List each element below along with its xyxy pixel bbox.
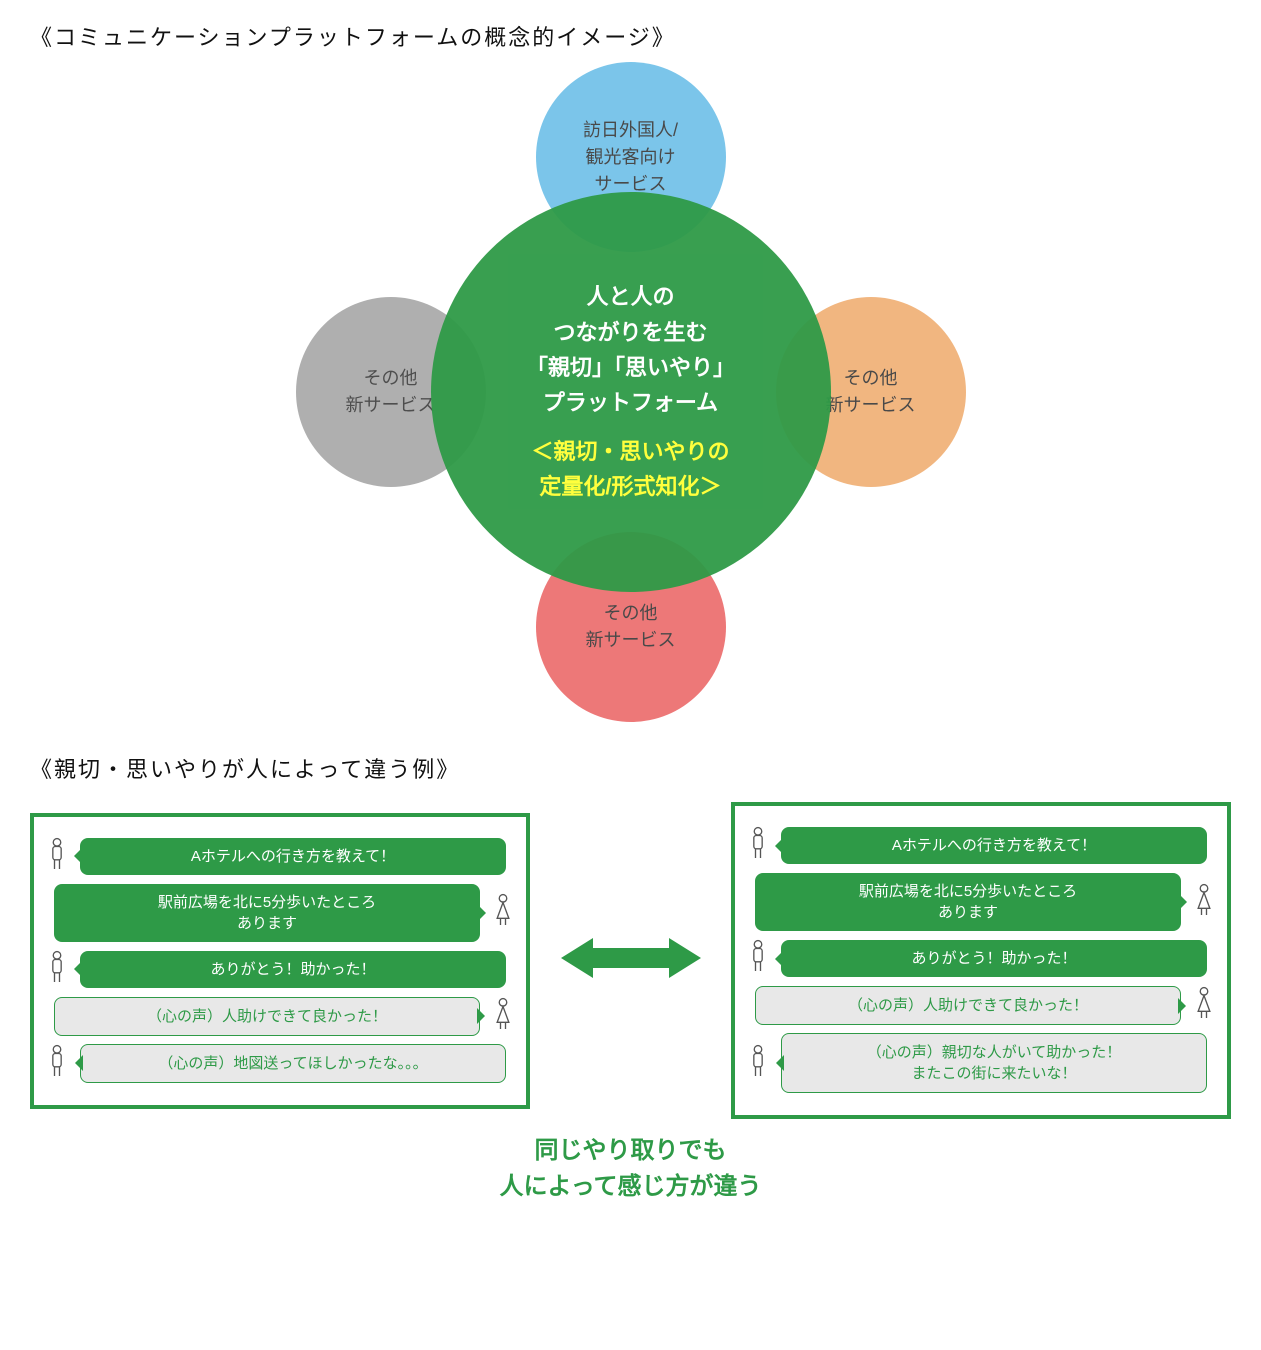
bubble-text-line: （心の声）地図送ってほしかったな。。。 bbox=[93, 1053, 493, 1074]
footer-caption: 同じやり取りでも人によって感じ方が違う bbox=[30, 1133, 1231, 1205]
satellite-label-line: 観光客向け bbox=[586, 144, 676, 171]
satellite-label-line: 訪日外国人/ bbox=[583, 117, 678, 144]
satellite-label-line: 新サービス bbox=[586, 627, 676, 654]
compare-arrow bbox=[561, 934, 701, 987]
chat-row: （心の声）地図送ってほしかったな。。。 bbox=[44, 1044, 516, 1083]
chat-row: ありがとう！助かった！ bbox=[44, 950, 516, 989]
person-woman-icon bbox=[1191, 986, 1217, 1025]
concept-venn-diagram: 訪日外国人/観光客向けサービスその他新サービスその他新サービスその他新サービス人… bbox=[231, 62, 1031, 742]
satellite-label-line: その他 bbox=[844, 365, 898, 392]
chat-row: Aホテルへの行き方を教えて！ bbox=[44, 837, 516, 876]
inner-voice-bubble: （心の声）人助けできて良かった！ bbox=[54, 997, 480, 1036]
bubble-text-line: Aホテルへの行き方を教えて！ bbox=[793, 835, 1195, 856]
section-heading-1: 《コミュニケーションプラットフォームの概念的イメージ》 bbox=[30, 20, 1231, 52]
chat-bubble: ありがとう！助かった！ bbox=[80, 951, 506, 988]
center-circle: 人と人のつながりを生む「親切」「思いやり」プラットフォーム ＜親切・思いやりの定量… bbox=[431, 192, 831, 592]
inner-voice-bubble: （心の声）地図送ってほしかったな。。。 bbox=[80, 1044, 506, 1083]
bubble-text-line: あります bbox=[66, 913, 468, 934]
chat-row: 駅前広場を北に5分歩いたところあります bbox=[44, 884, 516, 942]
center-label-line: プラットフォーム bbox=[543, 385, 718, 420]
bubble-text-line: またこの街に来たいな！ bbox=[794, 1063, 1194, 1084]
satellite-label-line: 新サービス bbox=[826, 392, 916, 419]
bubble-text-line: （心の声）親切な人がいて助かった！ bbox=[794, 1042, 1194, 1063]
chat-bubble: 駅前広場を北に5分歩いたところあります bbox=[54, 884, 480, 942]
bubble-text-line: Aホテルへの行き方を教えて！ bbox=[92, 846, 494, 867]
inner-voice-bubble: （心の声）人助けできて良かった！ bbox=[755, 986, 1181, 1025]
bubble-text-line: （心の声）人助けできて良かった！ bbox=[67, 1006, 467, 1027]
chat-row: （心の声）親切な人がいて助かった！またこの街に来たいな！ bbox=[745, 1033, 1217, 1093]
bubble-text-line: ありがとう！助かった！ bbox=[92, 959, 494, 980]
bubble-text-line: 駅前広場を北に5分歩いたところ bbox=[66, 892, 468, 913]
chat-bubble: 駅前広場を北に5分歩いたところあります bbox=[755, 873, 1181, 931]
chat-bubble: ありがとう！助かった！ bbox=[781, 940, 1207, 977]
footer-line: 人によって感じ方が違う bbox=[30, 1169, 1231, 1205]
chat-panel-right: Aホテルへの行き方を教えて！ 駅前広場を北に5分歩いたところありますありがとう！助… bbox=[731, 802, 1231, 1119]
chat-row: Aホテルへの行き方を教えて！ bbox=[745, 826, 1217, 865]
satellite-label-line: 新サービス bbox=[346, 392, 436, 419]
chat-panel-left: Aホテルへの行き方を教えて！ 駅前広場を北に5分歩いたところありますありがとう！助… bbox=[30, 813, 530, 1109]
bubble-text-line: （心の声）人助けできて良かった！ bbox=[768, 995, 1168, 1016]
center-label-line: つながりを生む bbox=[553, 315, 707, 350]
inner-voice-bubble: （心の声）親切な人がいて助かった！またこの街に来たいな！ bbox=[781, 1033, 1207, 1093]
bubble-text-line: 駅前広場を北に5分歩いたところ bbox=[767, 881, 1169, 902]
chat-row: （心の声）人助けできて良かった！ bbox=[745, 986, 1217, 1025]
bubble-text-line: あります bbox=[767, 902, 1169, 923]
satellite-label-line: その他 bbox=[364, 365, 418, 392]
bubble-text-line: ありがとう！助かった！ bbox=[793, 948, 1195, 969]
center-label-line: 人と人の bbox=[586, 279, 674, 314]
footer-line: 同じやり取りでも bbox=[30, 1133, 1231, 1169]
chat-bubble: Aホテルへの行き方を教えて！ bbox=[80, 838, 506, 875]
chat-row: 駅前広場を北に5分歩いたところあります bbox=[745, 873, 1217, 931]
chat-row: ありがとう！助かった！ bbox=[745, 939, 1217, 978]
center-label-line: 「親切」「思いやり」 bbox=[526, 350, 735, 385]
chat-comparison-row: Aホテルへの行き方を教えて！駅前広場を北に5分歩いたところありますありがとう！助… bbox=[30, 802, 1231, 1119]
chat-bubble: Aホテルへの行き方を教えて！ bbox=[781, 827, 1207, 864]
person-woman-icon bbox=[490, 997, 516, 1036]
center-sublabel: ＜親切・思いやりの定量化/形式知化＞ bbox=[531, 434, 729, 504]
section-heading-2: 《親切・思いやりが人によって違う例》 bbox=[30, 752, 1231, 784]
satellite-label-line: その他 bbox=[604, 600, 658, 627]
chat-row: （心の声）人助けできて良かった！ bbox=[44, 997, 516, 1036]
